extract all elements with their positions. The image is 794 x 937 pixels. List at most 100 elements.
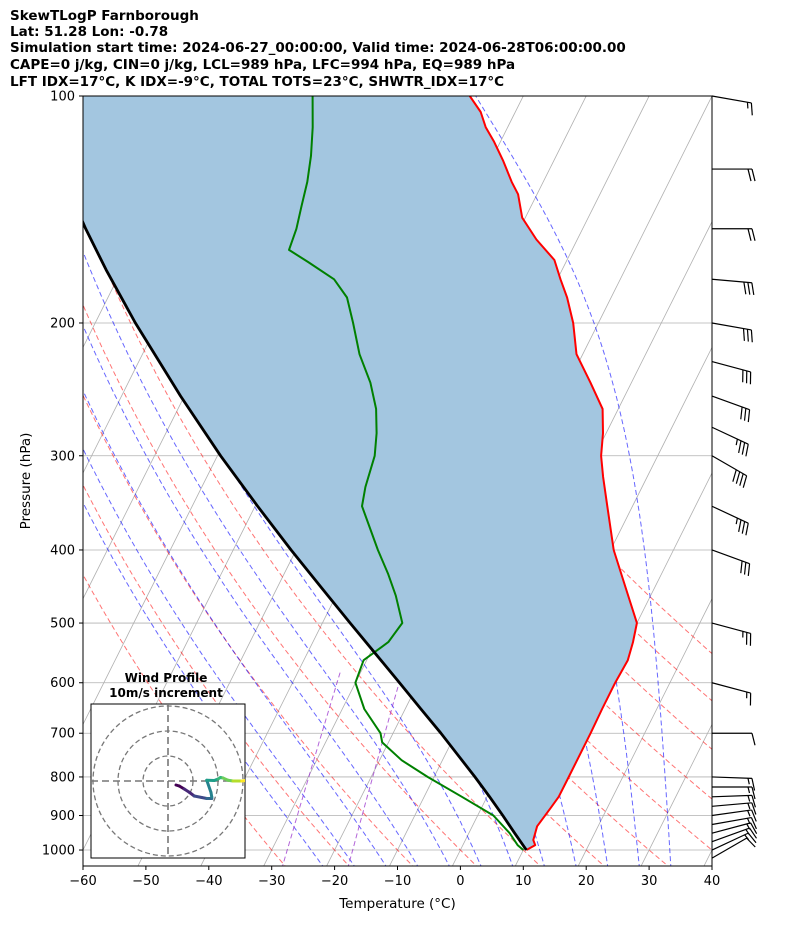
y-tick-label: 600 — [50, 676, 75, 691]
hodograph-plot — [91, 704, 245, 858]
moist-adiabat-line — [83, 162, 482, 866]
x-tick-label: 20 — [578, 874, 595, 889]
mixing-ratio-line — [347, 671, 403, 866]
wind-barb-flag — [751, 228, 756, 241]
wind-barb — [711, 827, 758, 843]
wind-barb-flag — [747, 282, 751, 295]
wind-barb-shaft — [711, 426, 749, 445]
hodograph-trace-segment — [240, 779, 245, 783]
wind-barb — [711, 837, 756, 859]
wind-barb — [711, 809, 757, 822]
wind-barb-shaft — [711, 682, 751, 694]
y-tick-label: 500 — [50, 617, 75, 632]
x-tick-label: 40 — [704, 874, 721, 889]
chart-title-line-5: LFT IDX=17°C, K IDX=-9°C, TOTAL TOTS=23°… — [10, 74, 505, 90]
chart-title-line-4: CAPE=0 j/kg, CIN=0 j/kg, LCL=989 hPa, LF… — [10, 57, 516, 73]
moist-adiabat-line — [83, 324, 419, 866]
wind-barb-shaft — [711, 816, 752, 826]
y-axis-label: Pressure (hPa) — [18, 433, 34, 530]
parcel-path-line — [83, 219, 528, 851]
wind-barb-half-flag — [747, 795, 751, 802]
moist-adiabat-line — [83, 250, 450, 866]
wind-barb-flag — [741, 442, 746, 455]
hodograph-subtitle: 10m/s increment — [109, 686, 223, 700]
isotherm-line — [703, 849, 712, 866]
wind-barb-shaft — [711, 809, 752, 817]
wind-barb — [711, 816, 757, 830]
wind-barb-flag — [742, 475, 748, 488]
wind-barb-half-flag — [746, 823, 751, 830]
wind-barb — [711, 776, 756, 791]
wind-barb-shaft — [711, 505, 749, 524]
wind-barb-flag — [745, 523, 749, 536]
wind-barb-flag — [747, 832, 757, 844]
wind-barb-shaft — [711, 622, 751, 634]
wind-barb-shaft — [711, 395, 750, 411]
wind-barb-flag — [742, 328, 745, 341]
wind-barb-flag — [747, 168, 752, 182]
wind-barb-half-flag — [735, 438, 738, 446]
wind-barb-flag — [750, 817, 757, 830]
wind-barb-flag — [751, 809, 757, 822]
wind-barb-flag — [747, 228, 752, 241]
wind-barb-flag — [739, 473, 744, 486]
wind-barb-flag — [751, 786, 756, 800]
wind-barb-half-flag — [744, 834, 749, 840]
wind-barb — [711, 455, 748, 488]
wind-barb-shaft — [711, 827, 750, 843]
wind-barb-flag — [747, 409, 751, 423]
wind-barb-shaft — [711, 822, 751, 834]
wind-barb — [711, 822, 758, 834]
chart-title-line-1: SkewTLogP Farnborough — [10, 8, 199, 24]
wind-barb-shaft — [711, 794, 752, 798]
wind-barb-half-flag — [746, 817, 751, 825]
wind-barb-flag — [743, 562, 747, 575]
wind-barb — [711, 832, 757, 851]
hodograph-title: Wind Profile — [125, 671, 208, 685]
wind-barb-shaft — [711, 278, 752, 284]
x-tick-label: 0 — [456, 874, 464, 889]
wind-barb-flag — [747, 563, 751, 577]
wind-barb — [711, 426, 749, 457]
wind-barb — [712, 228, 756, 241]
chart-title-line-2: Lat: 51.28 Lon: -0.78 — [10, 24, 169, 40]
wind-barb-flag — [751, 778, 756, 791]
wind-barb — [711, 802, 757, 815]
x-tick-label: −20 — [321, 874, 348, 889]
y-tick-label: 200 — [50, 316, 75, 331]
wind-barb-flag — [751, 795, 756, 808]
chart-title-line-3: Simulation start time: 2024-06-27_00:00:… — [10, 40, 626, 56]
wind-barb-flag — [740, 406, 743, 420]
wind-barb-flag — [750, 822, 758, 834]
x-axis-label: Temperature (°C) — [338, 896, 456, 912]
isotherm-line — [577, 597, 712, 866]
wind-barb-half-flag — [745, 829, 750, 835]
wind-barb — [711, 278, 755, 296]
moist-adiabat-line — [83, 389, 387, 866]
temperature-line — [468, 96, 638, 851]
wind-barb — [712, 168, 756, 182]
y-tick-label: 1000 — [42, 844, 75, 859]
wind-barb-shaft — [711, 776, 752, 779]
wind-barb — [711, 622, 752, 646]
wind-barb-shaft — [711, 802, 752, 807]
wind-barb — [711, 322, 753, 343]
wind-barb-flag — [751, 168, 756, 182]
wind-barb-flag — [741, 521, 746, 534]
y-tick-label: 700 — [50, 727, 75, 742]
wind-barb-flag — [743, 408, 747, 421]
mixing-ratio-line — [282, 671, 341, 866]
x-tick-label: −60 — [69, 874, 96, 889]
wind-barb-flag — [749, 827, 758, 839]
wind-barb-shaft — [711, 832, 749, 851]
wind-barb-shaft — [711, 455, 747, 477]
y-tick-label: 800 — [50, 770, 75, 785]
x-tick-label: 10 — [515, 874, 532, 889]
wind-barb-flag — [738, 519, 742, 533]
y-tick-label: 400 — [50, 543, 75, 558]
dry-adiabat-line — [83, 394, 414, 866]
x-tick-label: −10 — [384, 874, 411, 889]
moist-adiabat-line — [83, 447, 355, 866]
wind-barb-flag — [751, 733, 756, 746]
